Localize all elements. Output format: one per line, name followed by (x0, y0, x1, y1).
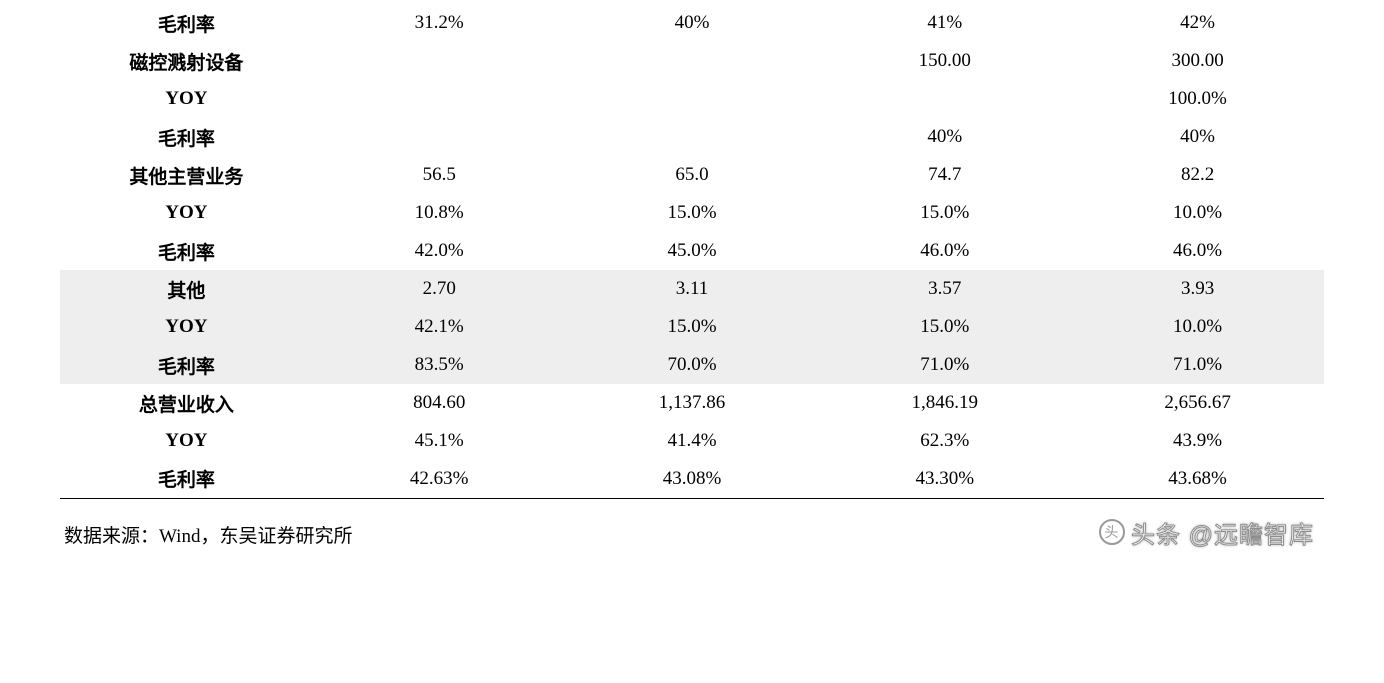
table-row: 毛利率42.0%45.0%46.0%46.0% (60, 232, 1324, 270)
cell: 15.0% (566, 308, 819, 346)
cell: 43.08% (566, 460, 819, 498)
cell: 71.0% (1071, 346, 1324, 384)
table-row: YOY10.8%15.0%15.0%10.0% (60, 194, 1324, 232)
cell: 300.00 (1071, 42, 1324, 80)
row-label: YOY (60, 422, 313, 460)
cell: 1,846.19 (818, 384, 1071, 422)
cell: 40% (1071, 118, 1324, 156)
cell (566, 80, 819, 118)
watermark-text: 头条 @远瞻智库 (1131, 515, 1314, 550)
cell: 15.0% (566, 194, 819, 232)
cell: 42.0% (313, 232, 566, 270)
cell: 42% (1071, 4, 1324, 42)
cell: 45.0% (566, 232, 819, 270)
table-row: 毛利率42.63%43.08%43.30%43.68% (60, 460, 1324, 498)
cell: 42.1% (313, 308, 566, 346)
row-label: 毛利率 (60, 460, 313, 498)
row-label: 磁控溅射设备 (60, 42, 313, 80)
row-label: 毛利率 (60, 118, 313, 156)
watermark: 头 头条 @远瞻智库 (1099, 515, 1314, 550)
row-label: 毛利率 (60, 346, 313, 384)
cell: 40% (818, 118, 1071, 156)
cell: 83.5% (313, 346, 566, 384)
row-label: YOY (60, 308, 313, 346)
cell (566, 42, 819, 80)
cell: 15.0% (818, 308, 1071, 346)
table-row: 毛利率31.2%40%41%42% (60, 4, 1324, 42)
cell: 1,137.86 (566, 384, 819, 422)
row-label: 其他 (60, 270, 313, 308)
cell: 43.30% (818, 460, 1071, 498)
table-row: 其他2.703.113.573.93 (60, 270, 1324, 308)
cell: 43.9% (1071, 422, 1324, 460)
cell (313, 80, 566, 118)
cell: 41% (818, 4, 1071, 42)
cell: 41.4% (566, 422, 819, 460)
table-row: 毛利率83.5%70.0%71.0%71.0% (60, 346, 1324, 384)
cell: 15.0% (818, 194, 1071, 232)
cell: 150.00 (818, 42, 1071, 80)
cell: 10.0% (1071, 308, 1324, 346)
row-label: YOY (60, 80, 313, 118)
cell (313, 118, 566, 156)
cell: 2,656.67 (1071, 384, 1324, 422)
cell: 3.93 (1071, 270, 1324, 308)
cell: 804.60 (313, 384, 566, 422)
cell: 10.0% (1071, 194, 1324, 232)
cell: 82.2 (1071, 156, 1324, 194)
table-row: YOY 100.0% (60, 80, 1324, 118)
cell: 70.0% (566, 346, 819, 384)
cell: 43.68% (1071, 460, 1324, 498)
cell: 10.8% (313, 194, 566, 232)
cell: 3.11 (566, 270, 819, 308)
cell (818, 80, 1071, 118)
watermark-icon: 头 (1099, 519, 1125, 545)
financial-table: 毛利率31.2%40%41%42%磁控溅射设备150.00300.00YOY10… (60, 4, 1324, 499)
cell: 3.57 (818, 270, 1071, 308)
table-row: 总营业收入804.601,137.861,846.192,656.67 (60, 384, 1324, 422)
table-row: YOY45.1%41.4%62.3%43.9% (60, 422, 1324, 460)
table-row: 磁控溅射设备 150.00300.00 (60, 42, 1324, 80)
cell: 74.7 (818, 156, 1071, 194)
cell: 45.1% (313, 422, 566, 460)
cell (566, 118, 819, 156)
row-label: 其他主营业务 (60, 156, 313, 194)
cell: 56.5 (313, 156, 566, 194)
row-label: 总营业收入 (60, 384, 313, 422)
table-row: YOY42.1%15.0%15.0%10.0% (60, 308, 1324, 346)
row-label: YOY (60, 194, 313, 232)
cell: 62.3% (818, 422, 1071, 460)
row-label: 毛利率 (60, 232, 313, 270)
row-label: 毛利率 (60, 4, 313, 42)
cell: 2.70 (313, 270, 566, 308)
cell: 46.0% (1071, 232, 1324, 270)
cell: 46.0% (818, 232, 1071, 270)
cell: 31.2% (313, 4, 566, 42)
cell: 42.63% (313, 460, 566, 498)
cell: 65.0 (566, 156, 819, 194)
cell: 71.0% (818, 346, 1071, 384)
cell (313, 42, 566, 80)
cell: 40% (566, 4, 819, 42)
cell: 100.0% (1071, 80, 1324, 118)
table-row: 其他主营业务56.565.074.782.2 (60, 156, 1324, 194)
table-row: 毛利率 40%40% (60, 118, 1324, 156)
